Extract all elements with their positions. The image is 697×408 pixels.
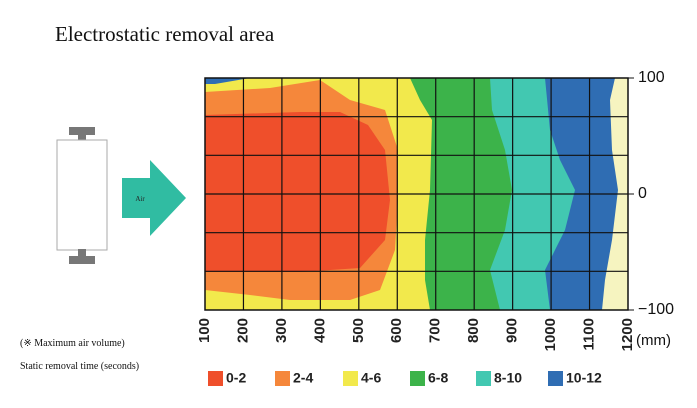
x-tick-label: 500 <box>350 318 367 343</box>
x-tick-label: 200 <box>234 318 251 343</box>
y-tick-label: −100 <box>638 301 674 318</box>
x-tick-label: 700 <box>427 318 444 343</box>
legend-swatch <box>208 371 223 386</box>
note: (※ Maximum air volume) <box>20 338 125 349</box>
legend-label: 4-6 <box>361 370 381 386</box>
title: Electrostatic removal area <box>55 22 275 46</box>
legend-swatch <box>275 371 290 386</box>
device-body <box>56 139 108 251</box>
x-tick-label: 400 <box>311 318 328 343</box>
x-unit: (mm) <box>636 332 671 349</box>
air-arrow <box>122 160 186 236</box>
x-tick-label: 1100 <box>581 318 598 351</box>
legend-label: 2-4 <box>293 370 313 386</box>
legend-title: Static removal time (seconds) <box>20 361 139 372</box>
air-label: Air <box>135 195 145 203</box>
device-cap <box>78 133 86 141</box>
legend-label: 6-8 <box>428 370 448 386</box>
x-tick-label: 1200 <box>619 318 636 351</box>
legend-swatch <box>548 371 563 386</box>
device-cap <box>78 249 86 257</box>
x-tick-label: 1000 <box>542 318 559 351</box>
x-tick-label: 100 <box>196 318 213 343</box>
x-tick-label: 300 <box>273 318 290 343</box>
y-tick-label: 100 <box>638 69 665 86</box>
y-tick-label: 0 <box>638 185 647 202</box>
device-cap <box>69 127 95 135</box>
legend-swatch <box>343 371 358 386</box>
zone <box>205 112 390 272</box>
legend-swatch <box>476 371 491 386</box>
legend-label: 0-2 <box>226 370 246 386</box>
x-tick-label: 800 <box>465 318 482 343</box>
contour-map <box>204 77 629 311</box>
legend-swatch <box>410 371 425 386</box>
legend-label: 8-10 <box>494 370 522 386</box>
x-tick-label: 900 <box>504 318 521 343</box>
legend-label: 10-12 <box>566 370 602 386</box>
device-cap <box>69 256 95 264</box>
x-tick-label: 600 <box>388 318 405 343</box>
zone <box>205 78 250 84</box>
